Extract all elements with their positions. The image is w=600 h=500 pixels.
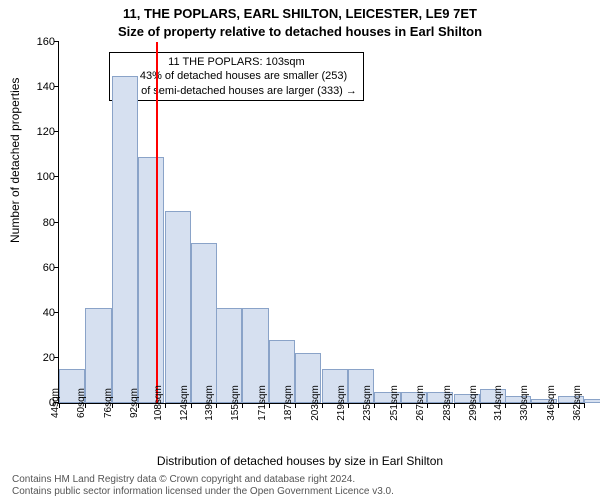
x-tick-label: 187sqm — [277, 385, 294, 421]
x-tick-label: 283sqm — [436, 385, 453, 421]
y-tick-mark — [54, 176, 59, 177]
x-tick-label: 124sqm — [173, 385, 190, 421]
y-tick-label: 40 — [43, 307, 59, 319]
histogram-bar — [584, 399, 600, 404]
x-tick-label: 171sqm — [251, 385, 268, 421]
y-tick-mark — [54, 312, 59, 313]
y-tick-label: 20 — [43, 352, 59, 364]
x-tick-mark — [165, 403, 166, 408]
annotation-box: 11 THE POPLARS: 103sqm ← 43% of detached… — [109, 52, 364, 101]
x-tick-label: 346sqm — [540, 385, 557, 421]
y-tick-mark — [54, 267, 59, 268]
x-tick-mark — [216, 403, 217, 408]
x-tick-mark — [322, 403, 323, 408]
x-tick-label: 108sqm — [147, 385, 164, 421]
x-tick-mark — [59, 403, 60, 408]
x-tick-mark — [85, 403, 86, 408]
y-tick-label: 160 — [37, 36, 59, 48]
y-tick-label: 100 — [37, 171, 59, 183]
histogram-bar — [165, 211, 191, 403]
y-tick-mark — [54, 131, 59, 132]
x-tick-mark — [242, 403, 243, 408]
x-tick-label: 203sqm — [304, 385, 321, 421]
x-tick-mark — [138, 403, 139, 408]
x-tick-mark — [374, 403, 375, 408]
license-text: Contains HM Land Registry data © Crown c… — [0, 474, 600, 498]
license-line-1: Contains HM Land Registry data © Crown c… — [12, 474, 600, 486]
x-tick-label: 314sqm — [487, 385, 504, 421]
histogram-bar — [191, 243, 217, 403]
y-tick-mark — [54, 222, 59, 223]
title-main: 11, THE POPLARS, EARL SHILTON, LEICESTER… — [0, 6, 600, 21]
x-tick-label: 219sqm — [330, 385, 347, 421]
reference-line — [156, 42, 158, 403]
x-tick-label: 267sqm — [409, 385, 426, 421]
y-tick-label: 120 — [37, 126, 59, 138]
annotation-line-1: 11 THE POPLARS: 103sqm — [116, 55, 357, 69]
y-tick-label: 60 — [43, 262, 59, 274]
y-tick-label: 80 — [43, 217, 59, 229]
y-tick-mark — [54, 357, 59, 358]
x-tick-mark — [401, 403, 402, 408]
annotation-line-3: 56% of semi-detached houses are larger (… — [116, 84, 357, 98]
y-tick-mark — [54, 41, 59, 42]
title-sub: Size of property relative to detached ho… — [0, 24, 600, 39]
x-tick-mark — [269, 403, 270, 408]
chart-container: 11, THE POPLARS, EARL SHILTON, LEICESTER… — [0, 0, 600, 500]
x-tick-mark — [295, 403, 296, 408]
plot-area: 11 THE POPLARS: 103sqm ← 43% of detached… — [58, 42, 584, 404]
x-tick-label: 251sqm — [383, 385, 400, 421]
x-tick-label: 139sqm — [198, 385, 215, 421]
histogram-bar — [112, 76, 138, 403]
x-tick-label: 362sqm — [566, 385, 583, 421]
x-tick-mark — [584, 403, 585, 408]
x-tick-mark — [531, 403, 532, 408]
x-tick-label: 330sqm — [513, 385, 530, 421]
x-tick-mark — [348, 403, 349, 408]
x-axis-label: Distribution of detached houses by size … — [0, 454, 600, 468]
annotation-line-2: ← 43% of detached houses are smaller (25… — [116, 69, 357, 83]
histogram-bar — [138, 157, 164, 403]
x-tick-mark — [454, 403, 455, 408]
x-tick-mark — [112, 403, 113, 408]
y-tick-mark — [54, 86, 59, 87]
x-tick-label: 155sqm — [224, 385, 241, 421]
y-axis-label: Number of detached properties — [8, 78, 22, 243]
y-tick-label: 140 — [37, 81, 59, 93]
x-tick-mark — [558, 403, 559, 408]
x-tick-mark — [505, 403, 506, 408]
x-tick-mark — [427, 403, 428, 408]
x-tick-label: 235sqm — [357, 385, 374, 421]
x-tick-label: 299sqm — [462, 385, 479, 421]
x-tick-mark — [191, 403, 192, 408]
license-line-2: Contains public sector information licen… — [12, 486, 600, 498]
x-tick-mark — [480, 403, 481, 408]
